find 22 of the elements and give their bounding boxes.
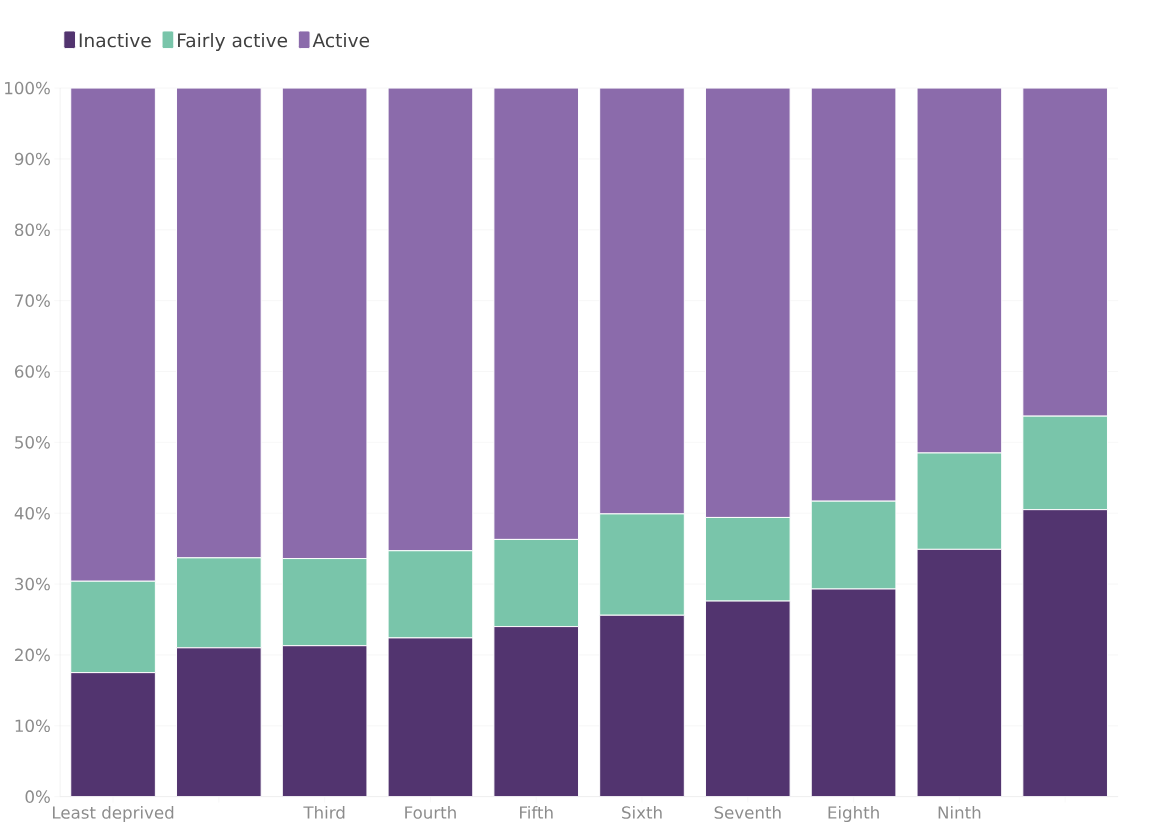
x-tick-label: Fourth xyxy=(405,806,456,819)
y-tick-label: 70% xyxy=(15,294,50,308)
y-tick-label: 100% xyxy=(5,81,50,95)
y-tick-label: 60% xyxy=(15,365,50,378)
y-tick-label: 50% xyxy=(15,436,50,449)
legend-label: Active xyxy=(312,33,370,48)
legend-label: Inactive xyxy=(79,33,151,48)
y-tick-label: 40% xyxy=(14,507,50,520)
y-tick-label: 90% xyxy=(14,152,50,166)
x-tick-label: Ninth xyxy=(938,806,981,819)
legend-label: Fairly active xyxy=(178,33,288,52)
x-tick-label: Eighth xyxy=(828,806,879,823)
x-tick-label: Third xyxy=(303,806,345,819)
y-tick-label: 0% xyxy=(25,790,50,804)
x-tick-label: Seventh xyxy=(714,806,781,819)
y-tick-label: 80% xyxy=(14,223,50,237)
x-tick-label: Least deprived xyxy=(53,806,174,823)
y-tick-label: 30% xyxy=(15,577,50,591)
y-tick-label: 20% xyxy=(15,648,50,662)
x-tick-label: Fifth xyxy=(520,806,553,819)
x-tick-label: Sixth xyxy=(622,806,662,819)
y-tick-label: 10% xyxy=(15,719,50,733)
